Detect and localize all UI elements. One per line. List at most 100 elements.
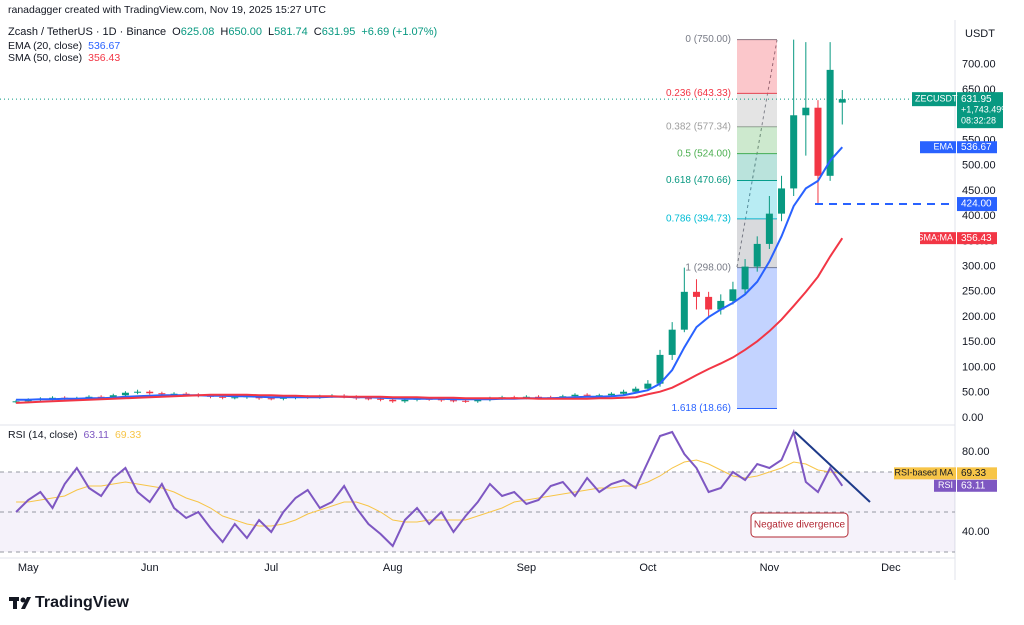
series-badge-value: 536.67 [961, 142, 992, 153]
candle-body [644, 383, 652, 389]
candle-body [219, 396, 227, 398]
price-badge-countdown: 08:32:28 [961, 116, 996, 126]
y-tick-label: 400.00 [962, 210, 996, 222]
legend-value: 63.11 [83, 429, 109, 441]
series-badge-name-text: SMA:MA [917, 233, 953, 243]
candle-body [12, 401, 20, 403]
fib-label: 0 (750.00) [685, 34, 731, 45]
candle-body [668, 329, 676, 355]
candle-body [838, 99, 846, 103]
series-badge-name [934, 479, 956, 492]
candle-body [158, 393, 166, 395]
legend-value: 69.33 [115, 429, 141, 441]
series-badge-name-text: RSI-based MA [894, 468, 953, 478]
series-badge [957, 467, 997, 480]
candle-body [790, 115, 798, 189]
candle-body [377, 398, 385, 400]
candle-body [134, 391, 142, 393]
candle-body [595, 395, 603, 397]
ma-line [16, 237, 844, 404]
legend-value: 356.43 [88, 52, 120, 64]
candle-body [717, 300, 725, 310]
legend-name: EMA (20, close) [8, 40, 82, 52]
symbol-badge [912, 92, 956, 107]
logo-icon [9, 597, 31, 609]
series-badge-name-text: RSI [938, 480, 953, 490]
x-tick-label: Nov [760, 562, 780, 574]
fib-label: 0.236 (643.33) [666, 88, 731, 99]
candle-body [146, 391, 154, 394]
level-badge [957, 197, 997, 212]
candle-body [449, 400, 457, 402]
candle-body [267, 398, 275, 400]
x-tick-label: Oct [639, 562, 656, 574]
y-tick-label: 50.00 [962, 387, 990, 399]
change: +6.69 (+1.07%) [361, 26, 437, 38]
candle-body [729, 289, 737, 301]
fib-zone [737, 39, 777, 94]
symbol-line: Zcash / TetherUS · 1D · Binance O625.08 H6… [8, 26, 437, 38]
fib-label: 0.618 (470.66) [666, 175, 731, 186]
y-tick-label: 80.00 [962, 446, 990, 458]
candle-body [170, 393, 178, 395]
rsi-line [15, 428, 844, 548]
candle-body [364, 398, 372, 400]
rsi-ma-line [16, 459, 843, 527]
series-badge-name [894, 467, 956, 480]
candle-body [401, 399, 409, 402]
ma-line [16, 146, 844, 401]
candle-body [571, 394, 579, 397]
fib-zone [737, 267, 777, 409]
ohlc-key: C [314, 26, 322, 38]
x-tick-label: Jul [264, 562, 278, 574]
fib-label: 1 (298.00) [685, 262, 731, 273]
x-tick-label: Dec [881, 562, 901, 574]
y-tick-label: 700.00 [962, 59, 996, 71]
series-badge [957, 141, 997, 154]
series-badge [957, 479, 997, 492]
candle-body [121, 392, 129, 396]
y-tick-label: 250.00 [962, 286, 996, 298]
y-tick-label: 40.00 [962, 526, 990, 538]
candle-body [705, 296, 713, 310]
fib-zone [737, 153, 777, 181]
candle-body [656, 354, 664, 384]
fib-zone [737, 180, 777, 219]
y-tick-label: 0.00 [962, 412, 983, 424]
rsi-title: RSI (14, close) [8, 429, 77, 441]
ohlc-key: H [220, 26, 228, 38]
legend-entry: EMA (20, close) 536.67 [8, 40, 120, 52]
candle-body [680, 291, 688, 330]
candle-body [231, 397, 239, 399]
candle-body [765, 213, 773, 244]
logo-text: TradingView [35, 594, 130, 611]
legend-name: SMA (50, close) [8, 52, 82, 64]
series-badge-value: 63.11 [961, 480, 986, 491]
symbol: Zcash / TetherUS · 1D · Binance [8, 26, 166, 38]
price-badge-change: +1,743.49% [961, 105, 1009, 115]
candle-body [462, 400, 470, 402]
price-badge [957, 92, 1003, 129]
y-tick-label: 200.00 [962, 311, 996, 323]
candle-body [778, 188, 786, 214]
candle-body [607, 393, 615, 396]
candle-body [279, 397, 287, 399]
attribution: ranadagger created with TradingView.com,… [8, 4, 326, 16]
ohlc-value: 650.00 [228, 26, 262, 38]
fib-zone [737, 126, 777, 154]
ohlc-key: L [268, 26, 274, 38]
ohlc-value: 631.95 [322, 26, 356, 38]
y-tick-label: 150.00 [962, 336, 996, 348]
candle-body [632, 388, 640, 392]
fib-zone [737, 93, 777, 127]
candle-body [49, 397, 57, 399]
candle-body [389, 399, 397, 402]
fib-label: 0.382 (577.34) [666, 121, 731, 132]
series-badge-name [920, 141, 956, 154]
y-tick-label: 450.00 [962, 185, 996, 197]
price-panel: 0.00 50.00 100.00 150.00 200.00 250.00 300.00 3… [0, 39, 1009, 424]
level-badge-text: 424.00 [961, 199, 992, 210]
candle-body [535, 396, 543, 398]
symbol-badge-text: ZECUSDT [915, 94, 958, 104]
